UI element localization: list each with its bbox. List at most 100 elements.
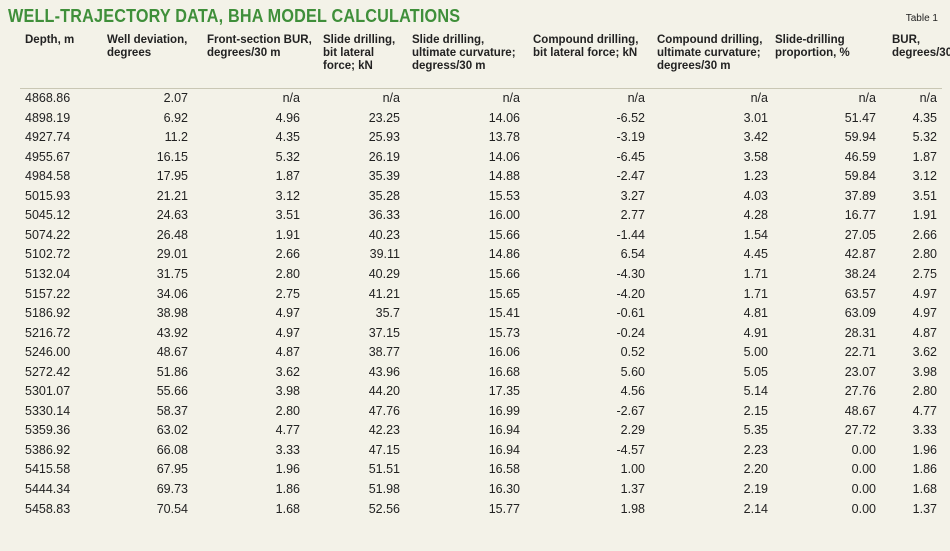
table-cell: -4.30 [616, 266, 646, 281]
table-cell: 5216.72 [25, 325, 71, 340]
table-cell: 1.96 [275, 462, 300, 477]
table-cell: 4.96 [275, 110, 300, 125]
table-cell: 40.23 [368, 227, 400, 242]
table-cell: 1.71 [743, 266, 768, 281]
table-cell: 2.75 [275, 286, 300, 301]
table-cell: 2.15 [743, 403, 768, 418]
table-cell: 5157.22 [25, 286, 71, 301]
table-cell: 48.67 [156, 345, 188, 360]
table-cell: 4898.19 [25, 110, 71, 125]
table-cell: 2.66 [912, 227, 937, 242]
table-cell: 3.12 [275, 188, 300, 203]
table-cell: -3.19 [616, 130, 646, 145]
table-cell: 17.95 [156, 169, 188, 184]
column-header: ultimate curvature; [412, 47, 516, 59]
table-cell: 0.00 [851, 482, 876, 496]
column-header: BUR, [892, 34, 921, 46]
table-cell: n/a [919, 91, 937, 105]
table-cell: 40.29 [368, 266, 400, 281]
table-cell: 16.30 [488, 482, 520, 496]
table-cell: 15.73 [488, 325, 520, 340]
table-cell: 4.97 [275, 325, 300, 340]
table-tag: Table 1 [905, 13, 938, 24]
table-cell: 0.52 [620, 345, 645, 360]
table-cell: 35.28 [368, 188, 400, 203]
column-header: Front-section BUR, [207, 34, 312, 46]
table-cell: -1.44 [616, 227, 646, 242]
table-cell: 5015.93 [25, 188, 71, 203]
table-cell: -2.47 [616, 169, 646, 184]
table-cell: 4955.67 [25, 149, 71, 164]
table-cell: 13.78 [488, 130, 520, 145]
table-cell: 63.57 [844, 286, 876, 301]
table-cell: 4.35 [275, 130, 300, 145]
table-cell: -6.45 [616, 149, 646, 164]
table-cell: 1.00 [620, 462, 645, 477]
table-cell: 28.31 [844, 325, 876, 340]
table-cell: 25.93 [368, 130, 400, 145]
table-cell: 1.37 [912, 501, 937, 516]
table-cell: 66.08 [156, 442, 188, 457]
table-cell: 51.86 [156, 364, 188, 379]
table-cell: n/a [382, 91, 400, 105]
table-cell: 46.59 [844, 149, 876, 164]
table-cell: 3.58 [743, 149, 768, 164]
table-cell: 3.98 [912, 364, 937, 379]
table-cell: 42.87 [844, 247, 876, 262]
table-cell: 5102.72 [25, 247, 71, 262]
table-cell: 16.94 [488, 442, 520, 457]
table-cell: 1.86 [912, 462, 937, 477]
table-cell: 1.23 [743, 169, 768, 184]
table-cell: 1.37 [620, 482, 645, 496]
table-cell: 55.66 [156, 384, 188, 399]
table-cell: 4.35 [912, 110, 937, 125]
table-cell: 4.56 [620, 384, 645, 399]
table-cell: 44.20 [368, 384, 400, 399]
table-cell: 15.41 [488, 306, 520, 321]
table-cell: 51.98 [368, 482, 400, 496]
table-cell: n/a [502, 91, 520, 105]
table-cell: 69.73 [156, 482, 188, 496]
table-cell: 5444.34 [25, 482, 71, 496]
table-cell: n/a [282, 91, 300, 105]
table-cell: 4.87 [275, 345, 300, 360]
table-cell: 27.76 [844, 384, 876, 399]
table-cell: 5.32 [275, 149, 300, 164]
table-cell: 3.98 [275, 384, 300, 399]
table-cell: 4.03 [743, 188, 768, 203]
table-cell: 35.7 [375, 306, 400, 321]
table-cell: 5301.07 [25, 384, 71, 399]
table-cell: 5415.58 [25, 462, 71, 477]
table-cell: 35.39 [368, 169, 400, 184]
table-cell: 4.87 [912, 325, 937, 340]
table-cell: 22.71 [844, 345, 876, 360]
table-cell: 26.48 [156, 227, 188, 242]
table-cell: 4.97 [275, 306, 300, 321]
table-cell: 5.00 [743, 345, 768, 360]
table-cell: 15.65 [488, 286, 520, 301]
table-cell: 2.14 [743, 501, 768, 516]
table-cell: 23.07 [844, 364, 876, 379]
table-cell: 1.96 [912, 442, 937, 457]
table-cell: 14.88 [488, 169, 520, 184]
table-cell: -4.20 [616, 286, 646, 301]
table-cell: -4.57 [616, 442, 646, 457]
table-cell: 16.00 [488, 208, 520, 223]
table-cell: 2.80 [275, 403, 300, 418]
table-cell: 21.21 [156, 188, 188, 203]
column-header: degress/30 m [412, 60, 486, 72]
table-cell: 16.68 [488, 364, 520, 379]
table-cell: 1.86 [275, 482, 300, 496]
table-cell: 6.92 [163, 110, 188, 125]
table-cell: 16.06 [488, 345, 520, 360]
table-title: WELL-TRAJECTORY DATA, BHA MODEL CALCULAT… [8, 6, 461, 26]
table-cell: 15.66 [488, 266, 520, 281]
table-cell: 27.05 [844, 227, 876, 242]
table-cell: 3.42 [743, 130, 768, 145]
column-header: degrees/30 m [892, 47, 950, 59]
table-cell: 1.54 [743, 227, 768, 242]
table-cell: 17.35 [488, 384, 520, 399]
table-cell: 5132.04 [25, 266, 71, 281]
table-cell: 4868.86 [25, 91, 71, 105]
table-cell: 26.19 [368, 149, 400, 164]
